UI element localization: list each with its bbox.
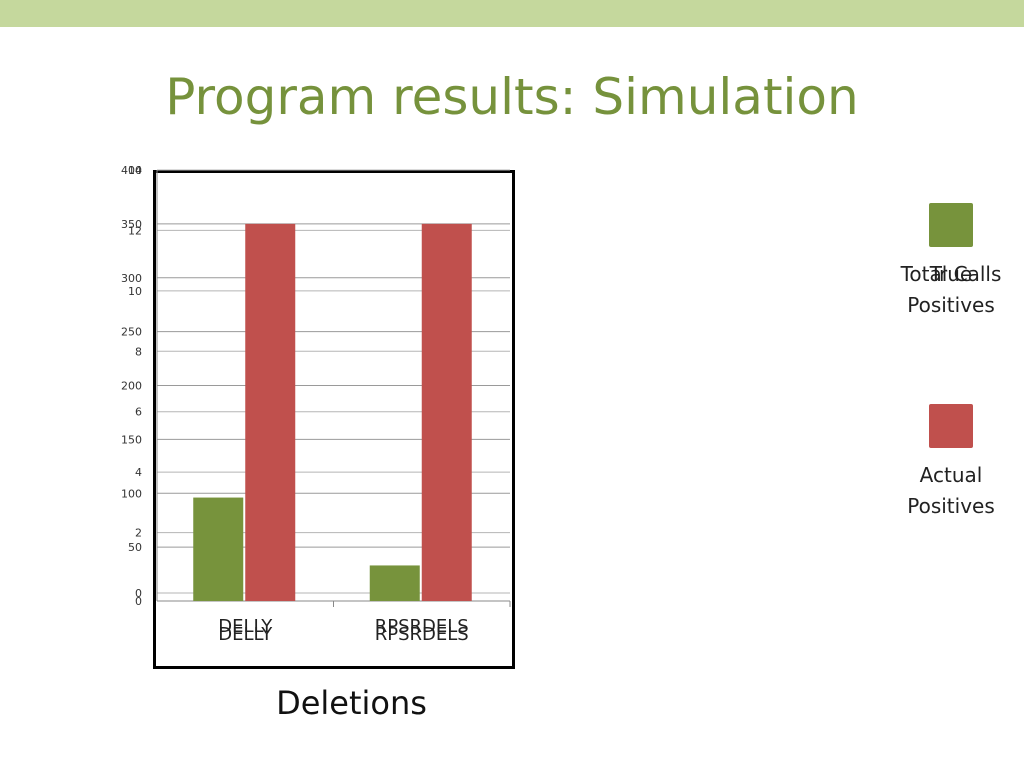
- top-color-band: [0, 0, 1024, 27]
- x-tick-label: RPSRDELS: [375, 616, 469, 637]
- legend-swatch-total-calls: [929, 203, 973, 247]
- y-tick-label: 300: [121, 272, 142, 285]
- y-tick-label: 50: [128, 541, 142, 554]
- slide-title: Program results: Simulation: [165, 68, 859, 126]
- bar-total-calls-delly: [193, 497, 244, 601]
- legend-item-total-calls: Total Calls True Positives: [900, 203, 1002, 317]
- legend-label-true-positives: True Positives: [907, 262, 995, 317]
- bar-actual-positives-rpsrdels: [421, 223, 472, 601]
- y2-tick-label: 0: [135, 587, 142, 600]
- x-tick-label: RPSRDELS: [375, 624, 469, 645]
- y2-tick-label: 2: [135, 527, 142, 540]
- y-tick-label: 350: [121, 218, 142, 231]
- y-tick-label: 150: [121, 433, 142, 446]
- legend-swatch-actual-positives: [929, 404, 973, 448]
- y2-tick-label: 8: [135, 345, 142, 358]
- chart-frame: [153, 170, 515, 669]
- legend-label-actual-positives: Actual Positives: [907, 463, 995, 518]
- bar-actual-positives-delly: [245, 223, 296, 601]
- y-tick-label: 0: [135, 595, 142, 608]
- y2-tick-label: 6: [135, 406, 142, 419]
- x-axis-title: Deletions: [276, 684, 427, 722]
- y2-tick-label: 14: [128, 164, 142, 177]
- y2-tick-label: 12: [128, 224, 142, 237]
- y-tick-label: 250: [121, 326, 142, 339]
- y-tick-label: 100: [121, 487, 142, 500]
- legend-label-total-calls: Total Calls: [900, 262, 1002, 286]
- x-tick-label: DELLY: [218, 616, 273, 637]
- legend-item-actual-positives: Actual Positives: [900, 404, 1002, 522]
- y-tick-label: 400: [121, 164, 142, 177]
- y2-tick-label: 4: [135, 466, 142, 479]
- y2-tick-label: 10: [128, 285, 142, 298]
- bar-total-calls-rpsrdels: [369, 565, 420, 601]
- x-tick-label: DELLY: [218, 624, 273, 645]
- y-tick-label: 200: [121, 380, 142, 393]
